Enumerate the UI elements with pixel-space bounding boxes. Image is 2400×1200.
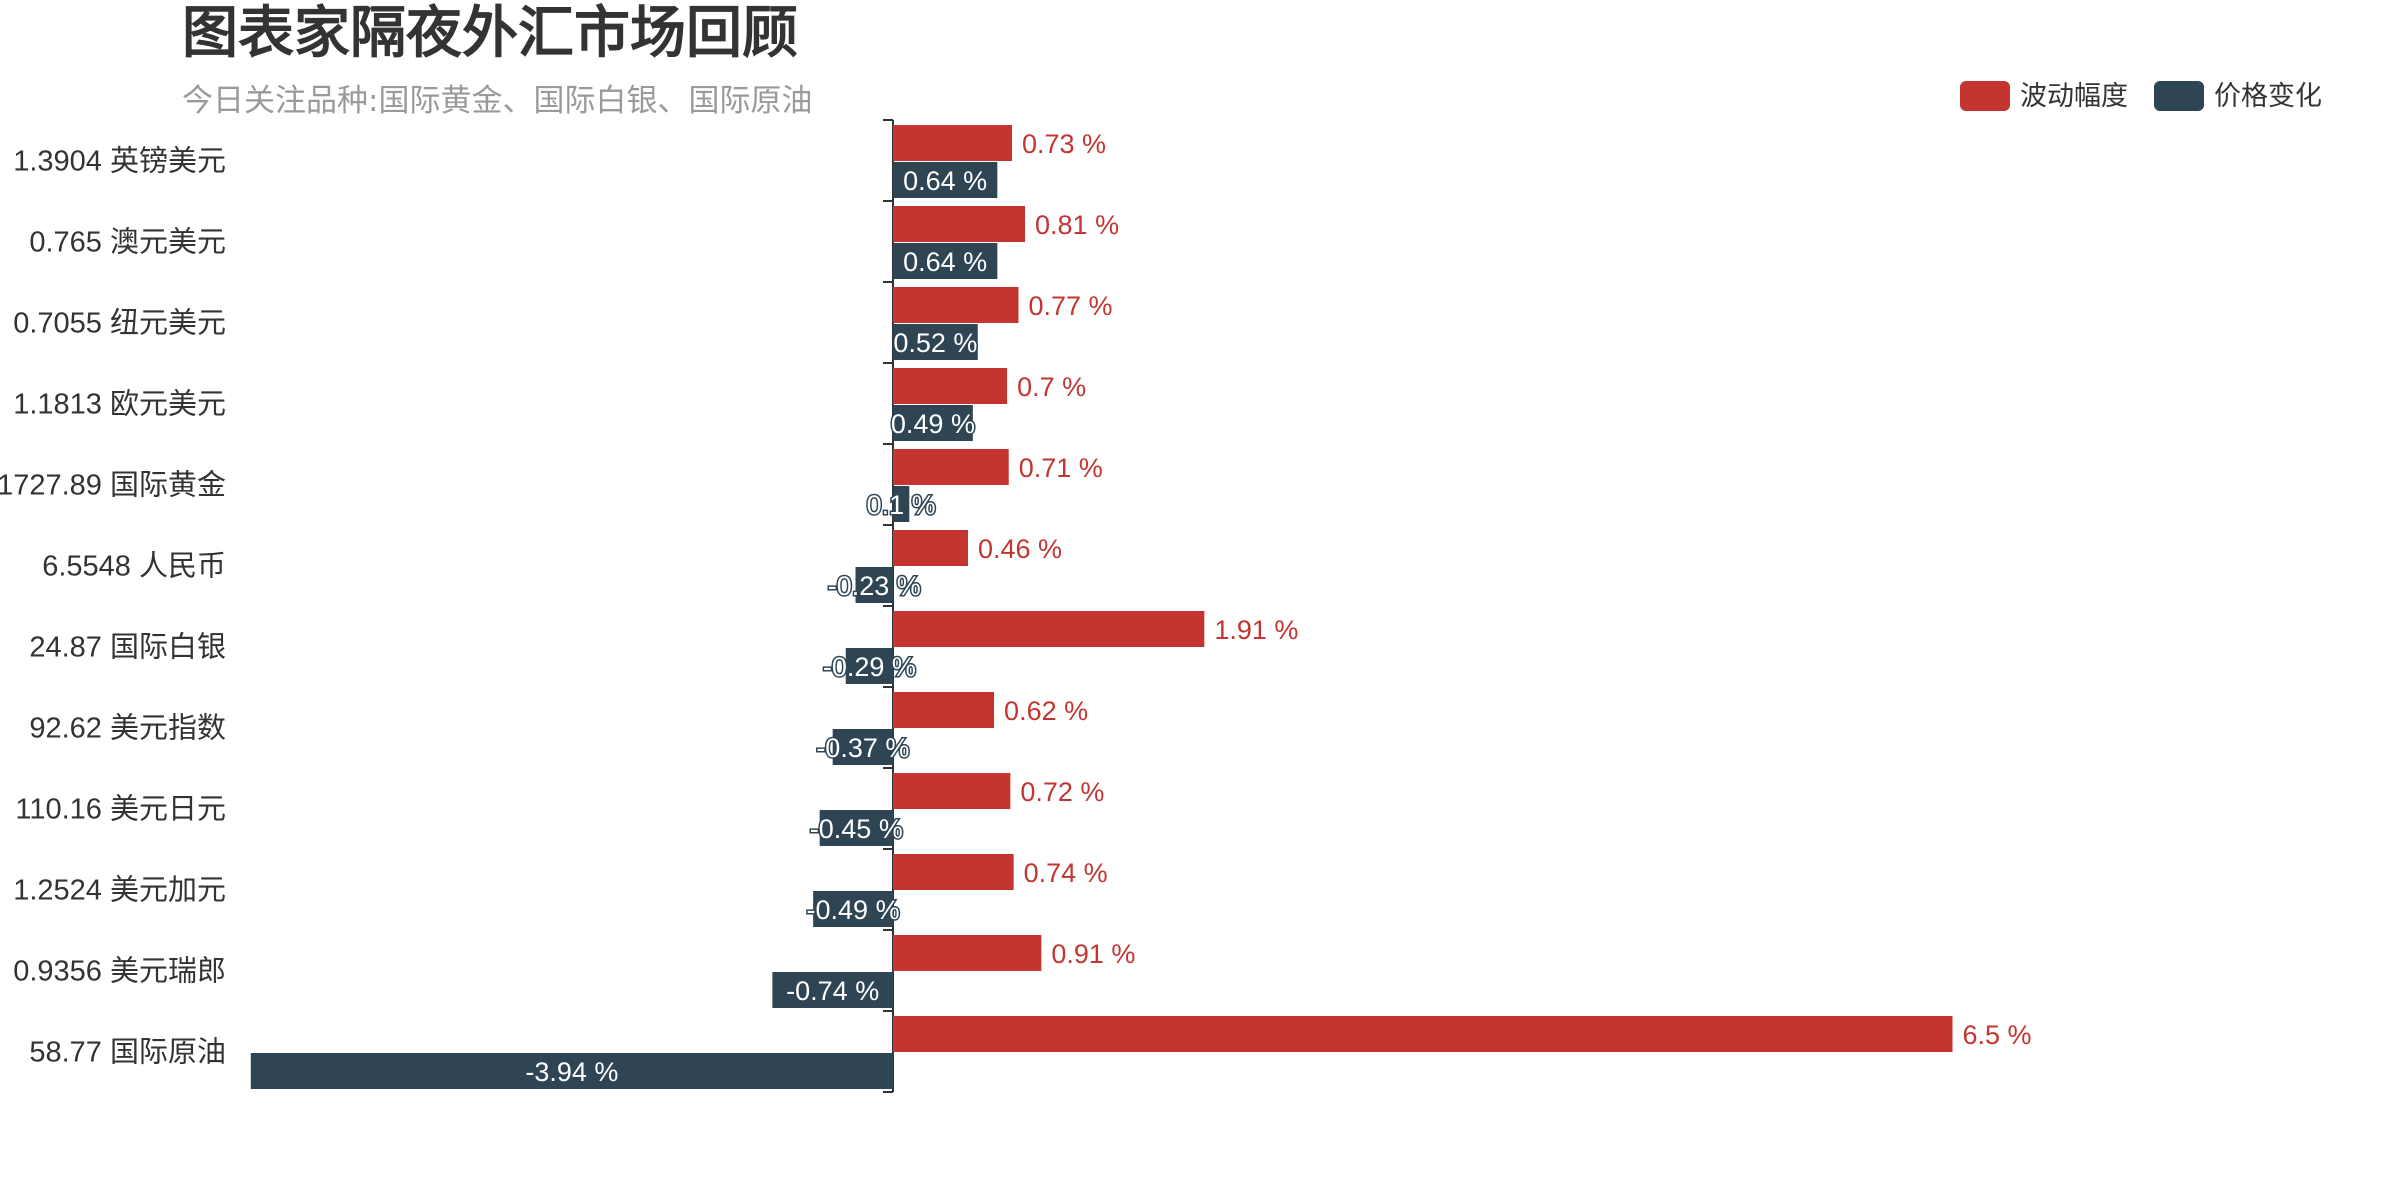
data-label-amplitude: 0.81 % bbox=[1035, 210, 1119, 240]
data-label-price-change: 0.52 % bbox=[893, 328, 977, 358]
data-label-amplitude: 0.77 % bbox=[1029, 291, 1113, 321]
category-tick-label: 58.77 国际原油 bbox=[29, 1036, 226, 1069]
data-label-amplitude: 0.46 % bbox=[978, 534, 1062, 564]
bar-price-change bbox=[813, 891, 893, 927]
chart-subtitle: 今日关注品种:国际黄金、国际白银、国际原油 bbox=[182, 83, 812, 119]
category-tick-label: 24.87 国际白银 bbox=[29, 631, 226, 664]
data-label-price-change: 0.64 % bbox=[903, 166, 987, 196]
bar-amplitude bbox=[893, 935, 1042, 971]
data-label-price-change: -0.49 % bbox=[807, 895, 900, 925]
data-label-amplitude: 0.74 % bbox=[1024, 858, 1108, 888]
category-tick-label: 0.9356 美元瑞郎 bbox=[13, 955, 226, 988]
data-label-amplitude: 6.5 % bbox=[1963, 1020, 2032, 1050]
data-label-amplitude: 0.91 % bbox=[1051, 939, 1135, 969]
bar-price-change bbox=[772, 972, 893, 1008]
bar-amplitude bbox=[893, 773, 1011, 809]
bar-amplitude bbox=[893, 1016, 1953, 1052]
category-tick-label: 0.765 澳元美元 bbox=[29, 226, 226, 259]
plot-area: 1.3904 英镑美元 0.765 澳元美元 0.7055 纽元美元 1.1813 欧… bbox=[0, 119, 2032, 1093]
legend-item-price-change[interactable]: 价格变化 bbox=[2154, 81, 2322, 112]
data-label-price-change: -3.94 % bbox=[525, 1057, 618, 1087]
category-tick-label: 1.1813 欧元美元 bbox=[13, 388, 226, 421]
bar-amplitude bbox=[893, 692, 995, 728]
legend-label-price-change: 价格变化 bbox=[2214, 81, 2322, 112]
bar-price-change bbox=[893, 162, 998, 198]
data-label-price-change: 0.64 % bbox=[903, 247, 987, 277]
bar-amplitude bbox=[893, 611, 1205, 647]
category-tick-label: 6.5548 人民币 bbox=[42, 551, 226, 583]
data-label-price-change: -0.29 % bbox=[823, 652, 916, 682]
bar-amplitude bbox=[893, 368, 1008, 404]
category-tick-label: 0.7055 纽元美元 bbox=[13, 307, 226, 340]
legend[interactable]: 波动幅度 价格变化 bbox=[1960, 81, 2322, 112]
bar-amplitude bbox=[893, 206, 1026, 242]
data-label-price-change: -0.23 % bbox=[828, 571, 921, 601]
bar-price-change bbox=[893, 405, 973, 441]
legend-swatch-amplitude bbox=[1960, 81, 2010, 111]
data-label-amplitude: 1.91 % bbox=[1214, 615, 1298, 645]
legend-label-amplitude: 波动幅度 bbox=[2020, 81, 2128, 112]
category-tick-label: 110.16 美元日元 bbox=[15, 793, 226, 826]
bar-price-change bbox=[250, 1053, 893, 1089]
bar-price-change bbox=[819, 810, 893, 846]
data-label-price-change: -0.45 % bbox=[810, 814, 903, 844]
category-tick-label: 1727.89 国际黄金 bbox=[0, 469, 226, 502]
bar-amplitude bbox=[893, 449, 1009, 485]
category-tick-label: 92.62 美元指数 bbox=[29, 712, 226, 745]
bar-price-change bbox=[893, 243, 998, 279]
category-tick-label: 1.3904 英镑美元 bbox=[13, 145, 226, 178]
bar-amplitude bbox=[893, 530, 968, 566]
bar-price-change bbox=[845, 648, 893, 684]
bar-amplitude bbox=[893, 287, 1019, 323]
category-tick-label: 1.2524 美元加元 bbox=[13, 874, 226, 907]
bar-price-change bbox=[893, 324, 978, 360]
bar-amplitude bbox=[893, 854, 1014, 890]
data-label-amplitude: 0.62 % bbox=[1004, 696, 1088, 726]
data-label-price-change: -0.74 % bbox=[786, 976, 879, 1006]
bar-price-change bbox=[893, 486, 910, 522]
legend-swatch-price-change bbox=[2154, 81, 2204, 111]
data-label-amplitude: 0.71 % bbox=[1019, 453, 1103, 483]
data-label-price-change: -0.37 % bbox=[816, 733, 909, 763]
bar-price-change bbox=[855, 567, 893, 603]
data-label-amplitude: 0.72 % bbox=[1020, 777, 1104, 807]
legend-item-amplitude[interactable]: 波动幅度 bbox=[1960, 81, 2128, 112]
bar-amplitude bbox=[893, 125, 1012, 161]
data-label-price-change: 0.1 % bbox=[867, 490, 936, 520]
data-label-amplitude: 0.7 % bbox=[1017, 372, 1086, 402]
data-label-amplitude: 0.73 % bbox=[1022, 129, 1106, 159]
chart-title: 图表家隔夜外汇市场回顾 bbox=[182, 1, 798, 66]
data-label-price-change: 0.49 % bbox=[891, 409, 975, 439]
bar-price-change bbox=[832, 729, 893, 765]
